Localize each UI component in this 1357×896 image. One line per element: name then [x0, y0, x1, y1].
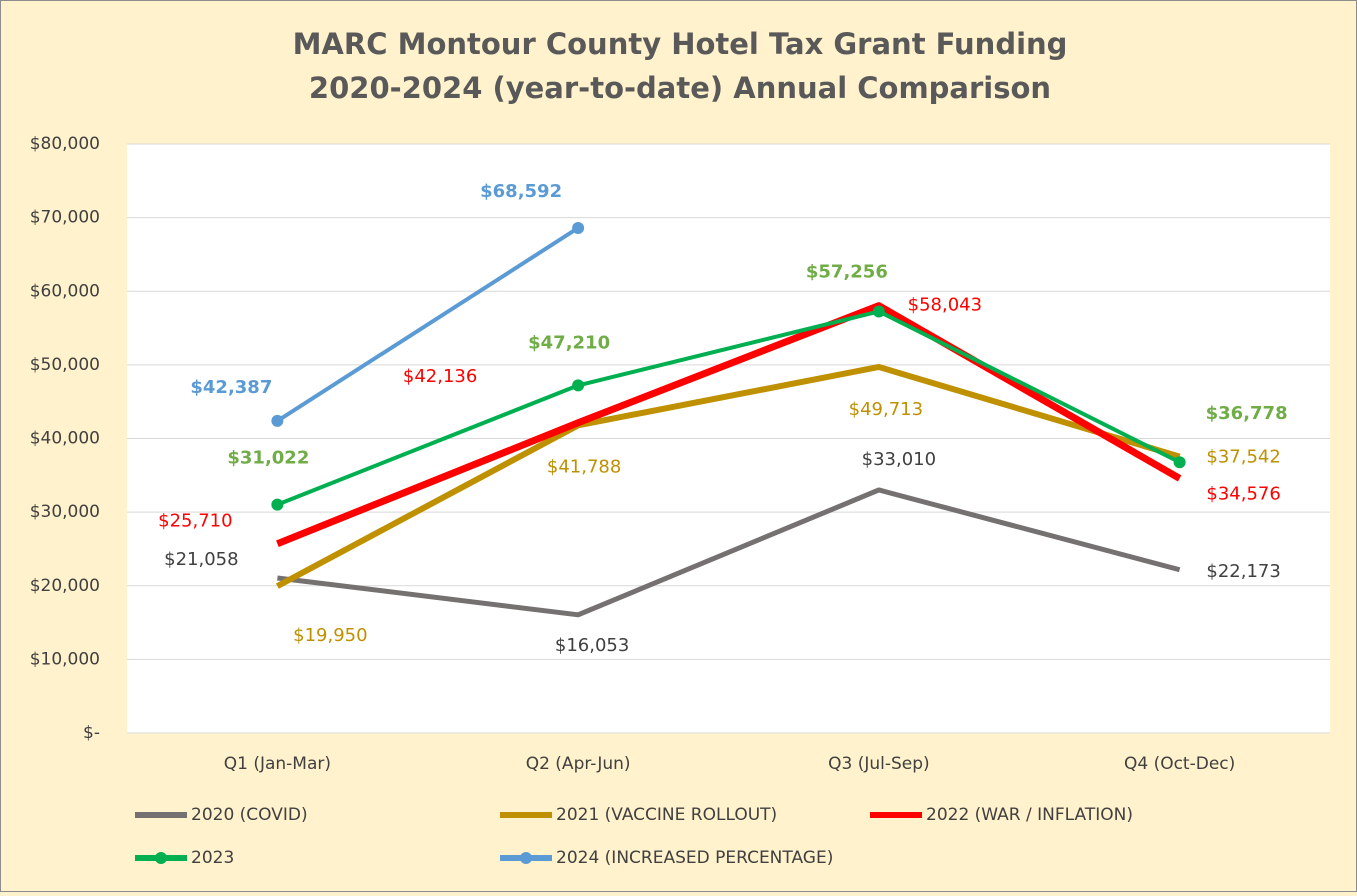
- series-line: [276, 309, 1181, 507]
- series-marker: [271, 414, 284, 427]
- x-tick-label: Q1 (Jan-Mar): [224, 754, 331, 774]
- data-label: $21,058: [164, 549, 238, 570]
- chart-subtitle: 2020-2024 (year-to-date) Annual Comparis…: [309, 71, 1051, 105]
- data-label: $68,592: [480, 181, 562, 202]
- data-label: $58,043: [908, 295, 982, 316]
- data-label: $49,713: [849, 399, 923, 420]
- y-tick-label: $70,000: [30, 208, 100, 228]
- series-marker: [271, 498, 284, 511]
- data-label: $22,173: [1206, 561, 1280, 582]
- y-tick-label: $20,000: [30, 576, 100, 596]
- data-label: $36,778: [1206, 403, 1288, 424]
- chart-title: MARC Montour County Hotel Tax Grant Fund…: [293, 27, 1068, 61]
- series-line: [276, 226, 580, 423]
- legend-marker: [155, 852, 167, 864]
- data-label: $25,710: [158, 511, 232, 532]
- data-label: $16,053: [555, 635, 629, 656]
- x-tick-label: Q3 (Jul-Sep): [828, 754, 930, 774]
- series-marker: [872, 305, 885, 318]
- series-line: [275, 363, 1181, 589]
- series-marker: [572, 221, 585, 234]
- y-tick-label: $40,000: [30, 429, 100, 449]
- data-label: $37,542: [1206, 447, 1280, 468]
- data-label: $42,136: [403, 366, 477, 387]
- legend-label: 2022 (WAR / INFLATION): [926, 805, 1133, 825]
- series-line: [277, 487, 1181, 618]
- series-line: [276, 302, 1182, 547]
- data-label: $47,210: [528, 332, 610, 353]
- data-label: $31,022: [227, 448, 309, 469]
- data-label: $57,256: [806, 261, 888, 282]
- x-tick-label: Q4 (Oct-Dec): [1124, 754, 1235, 774]
- y-tick-label: $60,000: [30, 281, 100, 301]
- data-label: $41,788: [547, 456, 621, 477]
- data-label: $34,576: [1206, 483, 1280, 504]
- data-label: $33,010: [862, 449, 936, 470]
- series-marker: [1173, 456, 1186, 469]
- legend-label: 2024 (INCREASED PERCENTAGE): [556, 848, 833, 868]
- legend-label: 2020 (COVID): [191, 805, 308, 825]
- y-tick-label: $80,000: [30, 134, 100, 154]
- series-marker: [572, 379, 585, 392]
- y-tick-label: $10,000: [30, 649, 100, 669]
- y-tick-label: $50,000: [30, 355, 100, 375]
- legend-label: 2023: [191, 848, 234, 868]
- x-tick-label: Q2 (Apr-Jun): [526, 754, 631, 774]
- data-label: $42,387: [190, 377, 272, 398]
- y-tick-label: $-: [83, 723, 100, 743]
- legend-marker: [520, 852, 532, 864]
- y-tick-label: $30,000: [30, 502, 100, 522]
- data-label: $19,950: [293, 625, 367, 646]
- legend-label: 2021 (VACCINE ROLLOUT): [556, 805, 777, 825]
